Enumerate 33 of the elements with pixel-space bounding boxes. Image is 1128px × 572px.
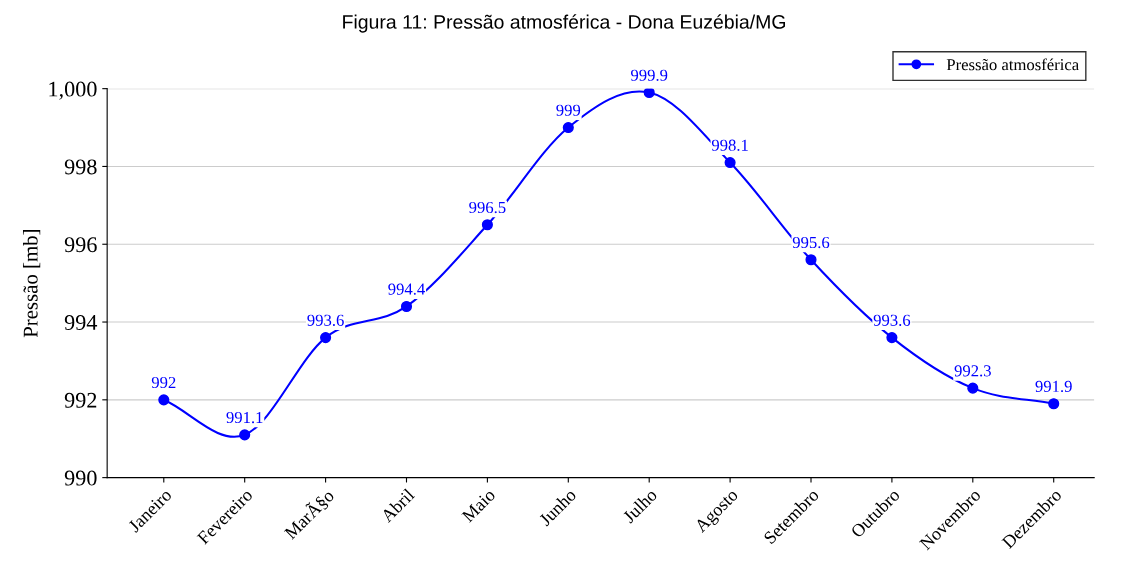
data-label: 999 <box>556 104 581 116</box>
y-tick-label: 994 <box>64 315 98 330</box>
y-tick-label: 990 <box>64 470 97 486</box>
data-label: 992 <box>151 376 176 389</box>
data-label: 999.9 <box>630 69 668 81</box>
y-tick-label: 1,000 <box>49 81 97 100</box>
y-tick-label: 992 <box>64 392 97 408</box>
data-label: 991.9 <box>1035 380 1072 393</box>
point <box>1048 398 1060 410</box>
y-tick-label: 998 <box>64 159 97 175</box>
data-label: 993.6 <box>307 314 344 326</box>
point <box>562 121 574 134</box>
point <box>805 254 817 266</box>
y-tick-label: 996 <box>64 237 97 253</box>
point <box>158 394 170 406</box>
point <box>400 300 413 313</box>
y-axis-title: Pressão [mb] <box>22 230 41 338</box>
chart-title: Figura 11: Pressão atmosférica - Dona Euzébia/MG <box>343 14 786 33</box>
legend-label: Pressão atmosférica <box>946 58 1079 71</box>
point <box>967 382 979 394</box>
point <box>886 332 898 344</box>
data-label: 996.5 <box>469 201 506 214</box>
data-label: 991.1 <box>226 411 263 424</box>
point <box>724 157 736 169</box>
point <box>481 219 493 231</box>
point <box>320 332 332 344</box>
data-label: 994.4 <box>388 283 425 295</box>
point <box>239 429 251 441</box>
point <box>643 88 655 99</box>
data-label: 998.1 <box>711 139 748 151</box>
data-label: 993.6 <box>873 314 911 326</box>
data-label: 992.3 <box>954 365 991 377</box>
data-label: 995.6 <box>792 236 830 249</box>
